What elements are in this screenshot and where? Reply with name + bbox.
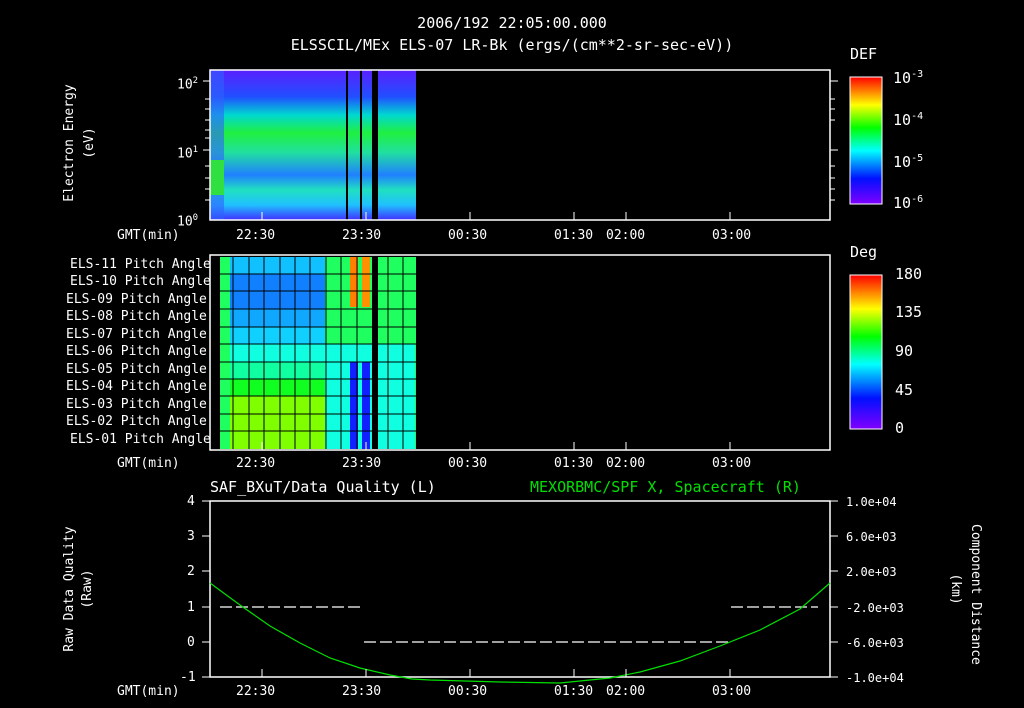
time-tick: 22:30: [236, 456, 276, 471]
cb2-tick: 135: [895, 303, 923, 321]
ytick-left: 2: [187, 564, 195, 579]
time-tick: 23:30: [342, 228, 382, 243]
time-tick: 23:30: [342, 684, 382, 699]
panel2-xlabel: GMT(min): [117, 456, 180, 471]
panel3-title-right: MEXORBMC/SPF X, Spacecraft (R): [530, 478, 801, 496]
time-tick: 01:30: [554, 684, 594, 699]
cb2-tick: 180: [895, 265, 923, 283]
row-label: ELS-07 Pitch Angle: [66, 327, 207, 342]
row-label: ELS-08 Pitch Angle: [66, 309, 207, 324]
time-tick: 03:00: [712, 684, 752, 699]
ytick-right: 6.0e+03: [846, 530, 897, 544]
panel1-spectrogram: [210, 70, 416, 220]
time-tick: 02:00: [606, 228, 646, 243]
row-label: ELS-05 Pitch Angle: [66, 362, 207, 377]
ytick-left: 4: [187, 494, 195, 509]
quality-line: [220, 606, 818, 643]
panel3-ylabel-left: Raw Data Quality: [62, 526, 77, 652]
panel3-title-left: SAF_BXuT/Data Quality (L): [210, 478, 436, 496]
time-tick: 00:30: [448, 456, 488, 471]
row-label: ELS-06 Pitch Angle: [66, 344, 207, 359]
ytick-right: -1.0e+04: [846, 671, 904, 685]
ytick-left: 1: [187, 600, 195, 615]
colorbar1-title: DEF: [850, 45, 878, 63]
ytick-right: -2.0e+03: [846, 601, 904, 615]
row-label: ELS-01 Pitch Angle: [70, 432, 211, 447]
row-label: ELS-10 Pitch Angle: [70, 274, 211, 289]
ytick-left: 0: [187, 635, 195, 650]
ytick-1e2: 102: [177, 76, 199, 93]
ytick-left: -1: [180, 670, 196, 685]
panel1-xlabel: GMT(min): [117, 228, 180, 243]
time-tick: 03:00: [712, 456, 752, 471]
row-label: ELS-04 Pitch Angle: [66, 379, 207, 394]
time-tick: 00:30: [448, 228, 488, 243]
panel1-ylabel-unit: (eV): [82, 127, 97, 159]
orbit-x-line: [209, 582, 831, 684]
panel3-ylabel-right: Component Distance: [968, 524, 983, 665]
time-tick: 22:30: [236, 228, 276, 243]
time-tick: 02:00: [606, 456, 646, 471]
panel3-ylabel-right-unit: (km): [948, 573, 963, 605]
cb1-tick-2: 10-5: [893, 153, 924, 171]
time-tick: 01:30: [554, 228, 594, 243]
panel3-ylabel-left-unit: (Raw): [80, 569, 95, 609]
colorbar2-title: Deg: [850, 243, 878, 261]
row-label: ELS-02 Pitch Angle: [66, 414, 207, 429]
ytick-1e0: 100: [177, 213, 199, 230]
cb1-tick-1: 10-4: [893, 111, 924, 129]
time-tick: 00:30: [448, 684, 488, 699]
ytick-right: -6.0e+03: [846, 636, 904, 650]
ytick-right: 2.0e+03: [846, 565, 897, 579]
cb1-tick-0: 10-3: [893, 69, 924, 87]
cb2-tick: 0: [895, 419, 905, 437]
row-label: ELS-11 Pitch Angle: [70, 257, 211, 272]
ytick-1e1: 101: [177, 145, 199, 162]
cb2-tick: 45: [895, 381, 914, 399]
time-tick: 02:00: [606, 684, 646, 699]
time-tick: 01:30: [554, 456, 594, 471]
panel1-ylabel: Electron Energy: [62, 84, 77, 202]
time-tick: 22:30: [236, 684, 276, 699]
ytick-right: 1.0e+04: [846, 495, 897, 509]
row-label: ELS-03 Pitch Angle: [66, 397, 207, 412]
time-tick: 03:00: [712, 228, 752, 243]
time-tick: 23:30: [342, 456, 382, 471]
row-label: ELS-09 Pitch Angle: [66, 292, 207, 307]
panel3-xlabel: GMT(min): [117, 684, 180, 699]
ytick-left: 3: [187, 529, 195, 544]
cb1-tick-3: 10-6: [893, 194, 924, 212]
panel1-title: ELSSCIL/MEx ELS-07 LR-Bk (ergs/(cm**2-sr…: [290, 36, 734, 54]
cb2-tick: 90: [895, 342, 914, 360]
timestamp-title: 2006/192 22:05:00.000: [417, 14, 607, 32]
